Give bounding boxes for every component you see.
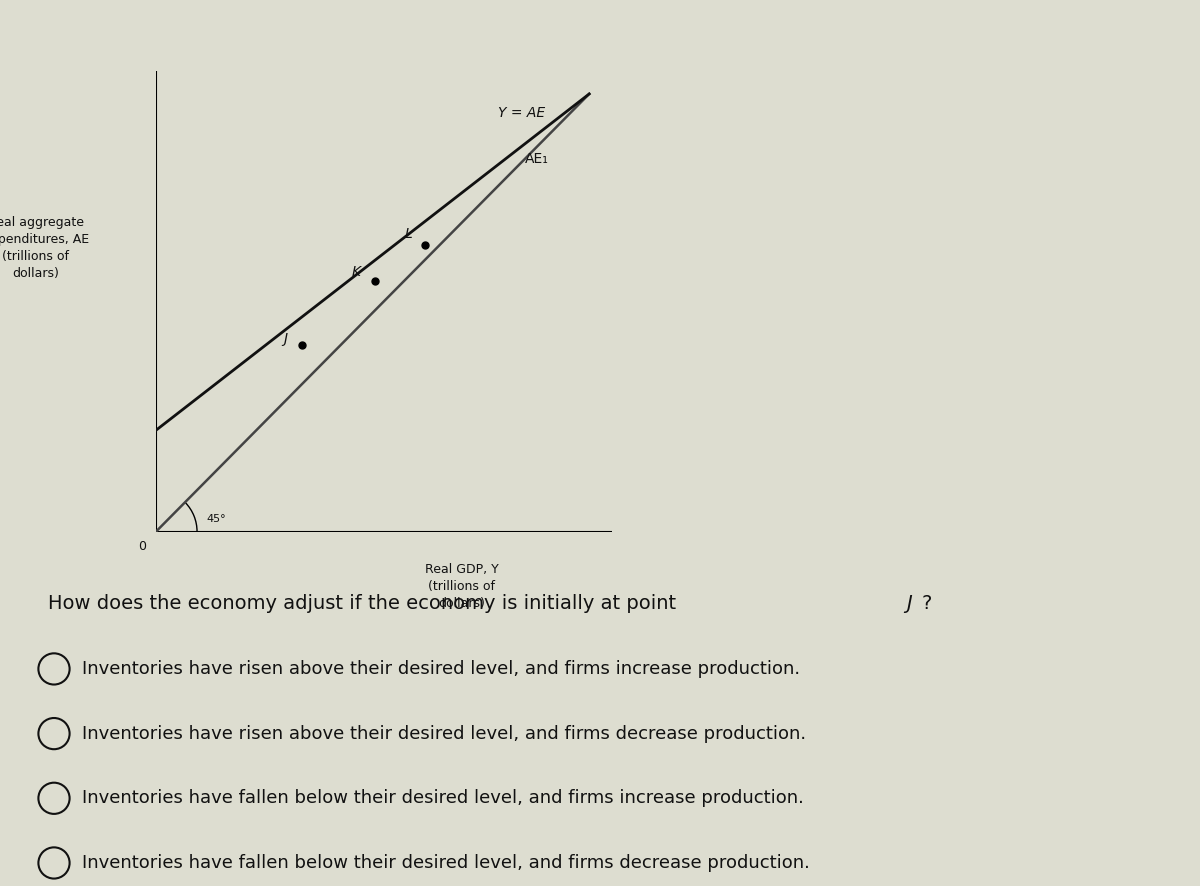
Text: Inventories have risen above their desired level, and firms decrease production.: Inventories have risen above their desir…: [82, 725, 805, 742]
Text: Inventories have fallen below their desired level, and firms decrease production: Inventories have fallen below their desi…: [82, 854, 810, 872]
Text: J: J: [283, 331, 288, 346]
Text: Inventories have fallen below their desired level, and firms increase production: Inventories have fallen below their desi…: [82, 789, 804, 807]
Text: 0: 0: [138, 540, 145, 553]
Text: J: J: [906, 594, 912, 612]
Text: K: K: [352, 265, 361, 279]
Text: Inventories have risen above their desired level, and firms increase production.: Inventories have risen above their desir…: [82, 660, 799, 678]
Text: Real aggregate
expenditures, AE
(trillions of
dollars): Real aggregate expenditures, AE (trillio…: [0, 216, 89, 280]
Text: How does the economy adjust if the economy is initially at point: How does the economy adjust if the econo…: [48, 594, 683, 612]
Text: AE₁: AE₁: [526, 152, 550, 166]
Text: Real GDP, Y
(trillions of
dollars): Real GDP, Y (trillions of dollars): [425, 563, 499, 610]
Text: ?: ?: [922, 594, 932, 612]
Text: 45°: 45°: [206, 515, 226, 525]
Text: Y = AE: Y = AE: [498, 106, 545, 120]
Text: L: L: [404, 227, 413, 241]
